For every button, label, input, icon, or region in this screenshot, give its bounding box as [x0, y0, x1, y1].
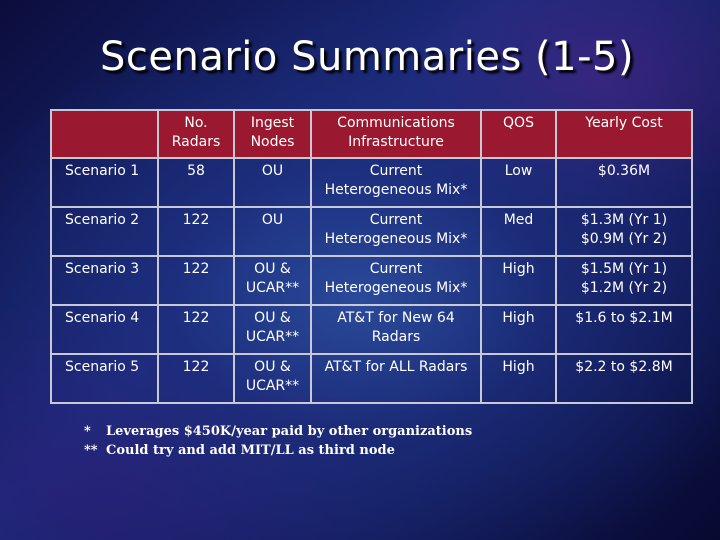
footnote-marker: *	[84, 424, 91, 439]
table-cell: High	[480, 353, 557, 404]
table-cell: Current Heterogeneous Mix*	[310, 255, 482, 306]
row-label: Scenario 3	[50, 255, 159, 306]
header-cell-blank	[50, 109, 159, 159]
row-label: Scenario 4	[50, 304, 159, 355]
footnote-text: Leverages $450K/year paid by other organ…	[106, 424, 473, 439]
table-header-row: No. Radars Ingest Nodes Communications I…	[50, 109, 693, 159]
header-cell-ingest-nodes: Ingest Nodes	[233, 109, 312, 159]
table-cell: 122	[157, 206, 235, 257]
table-cell: OU & UCAR**	[233, 255, 312, 306]
table-cell: AT&T for ALL Radars	[310, 353, 482, 404]
table-row: Scenario 4 122 OU & UCAR** AT&T for New …	[50, 304, 693, 355]
table-cell: $1.6 to $2.1M	[555, 304, 693, 355]
table-cell: OU & UCAR**	[233, 353, 312, 404]
table-cell: OU & UCAR**	[233, 304, 312, 355]
header-cell-yearly-cost: Yearly Cost	[555, 109, 693, 159]
scenario-table-container: No. Radars Ingest Nodes Communications I…	[50, 109, 693, 404]
footnote-2: ** Could try and add MIT/LL as third node	[84, 441, 472, 460]
table-row: Scenario 5 122 OU & UCAR** AT&T for ALL …	[50, 353, 693, 404]
table-cell: Low	[480, 157, 557, 208]
scenario-summary-table: No. Radars Ingest Nodes Communications I…	[50, 109, 693, 404]
header-cell-qos: QOS	[480, 109, 557, 159]
row-label: Scenario 2	[50, 206, 159, 257]
table-cell: $0.36M	[555, 157, 693, 208]
header-cell-no-radars: No. Radars	[157, 109, 235, 159]
table-row: Scenario 3 122 OU & UCAR** Current Heter…	[50, 255, 693, 306]
table-cell: $1.5M (Yr 1) $1.2M (Yr 2)	[555, 255, 693, 306]
table-cell: High	[480, 304, 557, 355]
table-cell: 58	[157, 157, 235, 208]
table-cell: 122	[157, 304, 235, 355]
table-cell: AT&T for New 64 Radars	[310, 304, 482, 355]
table-cell: High	[480, 255, 557, 306]
table-cell: $2.2 to $2.8M	[555, 353, 693, 404]
footnote-1: * Leverages $450K/year paid by other orga…	[84, 422, 472, 441]
table-cell: Current Heterogeneous Mix*	[310, 157, 482, 208]
table-cell: Current Heterogeneous Mix*	[310, 206, 482, 257]
table-cell: 122	[157, 255, 235, 306]
slide-title: Scenario Summaries (1-5)	[100, 34, 635, 80]
table-cell: OU	[233, 206, 312, 257]
table-row: Scenario 2 122 OU Current Heterogeneous …	[50, 206, 693, 257]
table-cell: $1.3M (Yr 1) $0.9M (Yr 2)	[555, 206, 693, 257]
table-cell: 122	[157, 353, 235, 404]
table-cell: OU	[233, 157, 312, 208]
table-row: Scenario 1 58 OU Current Heterogeneous M…	[50, 157, 693, 208]
row-label: Scenario 1	[50, 157, 159, 208]
table-cell: Med	[480, 206, 557, 257]
footnote-marker: **	[84, 443, 98, 458]
row-label: Scenario 5	[50, 353, 159, 404]
header-cell-communications: Communications Infrastructure	[310, 109, 482, 159]
footnote-text: Could try and add MIT/LL as third node	[106, 443, 395, 458]
footnotes: * Leverages $450K/year paid by other orga…	[84, 422, 472, 460]
